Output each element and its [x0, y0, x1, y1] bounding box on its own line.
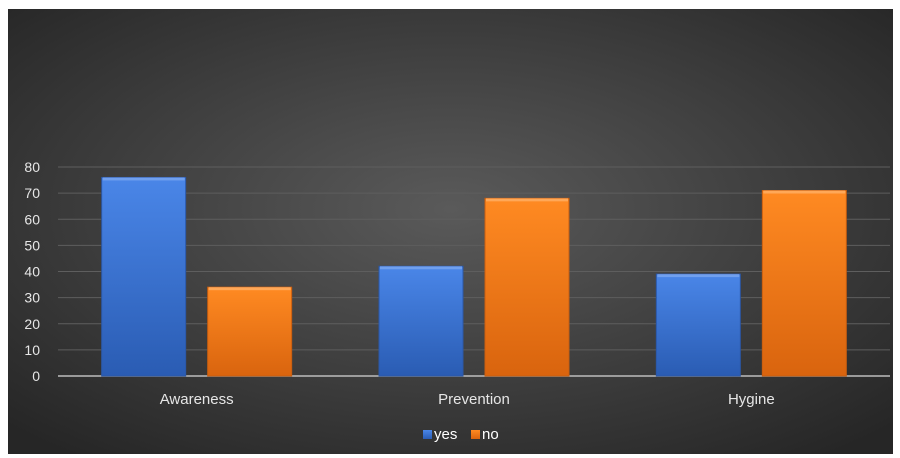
bar-highlight — [486, 198, 568, 202]
x-category-label: Prevention — [438, 391, 510, 408]
legend-label-yes: yes — [434, 426, 457, 443]
bar-highlight — [208, 287, 291, 291]
x-category-label: Hygine — [728, 391, 775, 408]
bar-yes-awareness — [101, 176, 187, 377]
y-tick-label: 40 — [24, 264, 40, 280]
bar-highlight — [657, 274, 740, 278]
legend: yes no — [423, 426, 499, 443]
bar-no-prevention — [484, 197, 570, 377]
legend-label-no: no — [482, 426, 499, 443]
y-tick-label: 70 — [24, 185, 40, 201]
x-category-label: Awareness — [160, 391, 234, 408]
bar-chart: 0 10 20 30 40 50 60 70 80 Awareness Prevention Hyg… — [8, 9, 893, 454]
gridlines — [58, 166, 890, 377]
y-tick-label: 30 — [24, 290, 40, 306]
bar-highlight — [380, 266, 462, 270]
y-tick-label: 20 — [24, 316, 40, 332]
y-tick-label: 80 — [24, 159, 40, 175]
bar-no-hygine — [761, 190, 847, 377]
chart-area: 0 10 20 30 40 50 60 70 80 Awareness Prevention Hyg… — [8, 9, 893, 454]
legend-swatch-yes — [423, 430, 432, 439]
y-tick-label: 60 — [24, 211, 40, 227]
bar-highlight — [102, 177, 185, 181]
y-tick-label: 0 — [32, 368, 40, 384]
bar-yes-prevention — [378, 265, 464, 377]
bars — [101, 176, 847, 377]
y-tick-label: 10 — [24, 342, 40, 358]
legend-swatch-no — [471, 430, 480, 439]
bar-no-awareness — [207, 286, 293, 377]
bar-yes-hygine — [655, 273, 741, 377]
y-axis-ticks: 0 10 20 30 40 50 60 70 80 — [24, 159, 40, 384]
bar-highlight — [763, 190, 846, 194]
x-axis-categories: Awareness Prevention Hygine — [160, 391, 775, 408]
y-tick-label: 50 — [24, 237, 40, 253]
